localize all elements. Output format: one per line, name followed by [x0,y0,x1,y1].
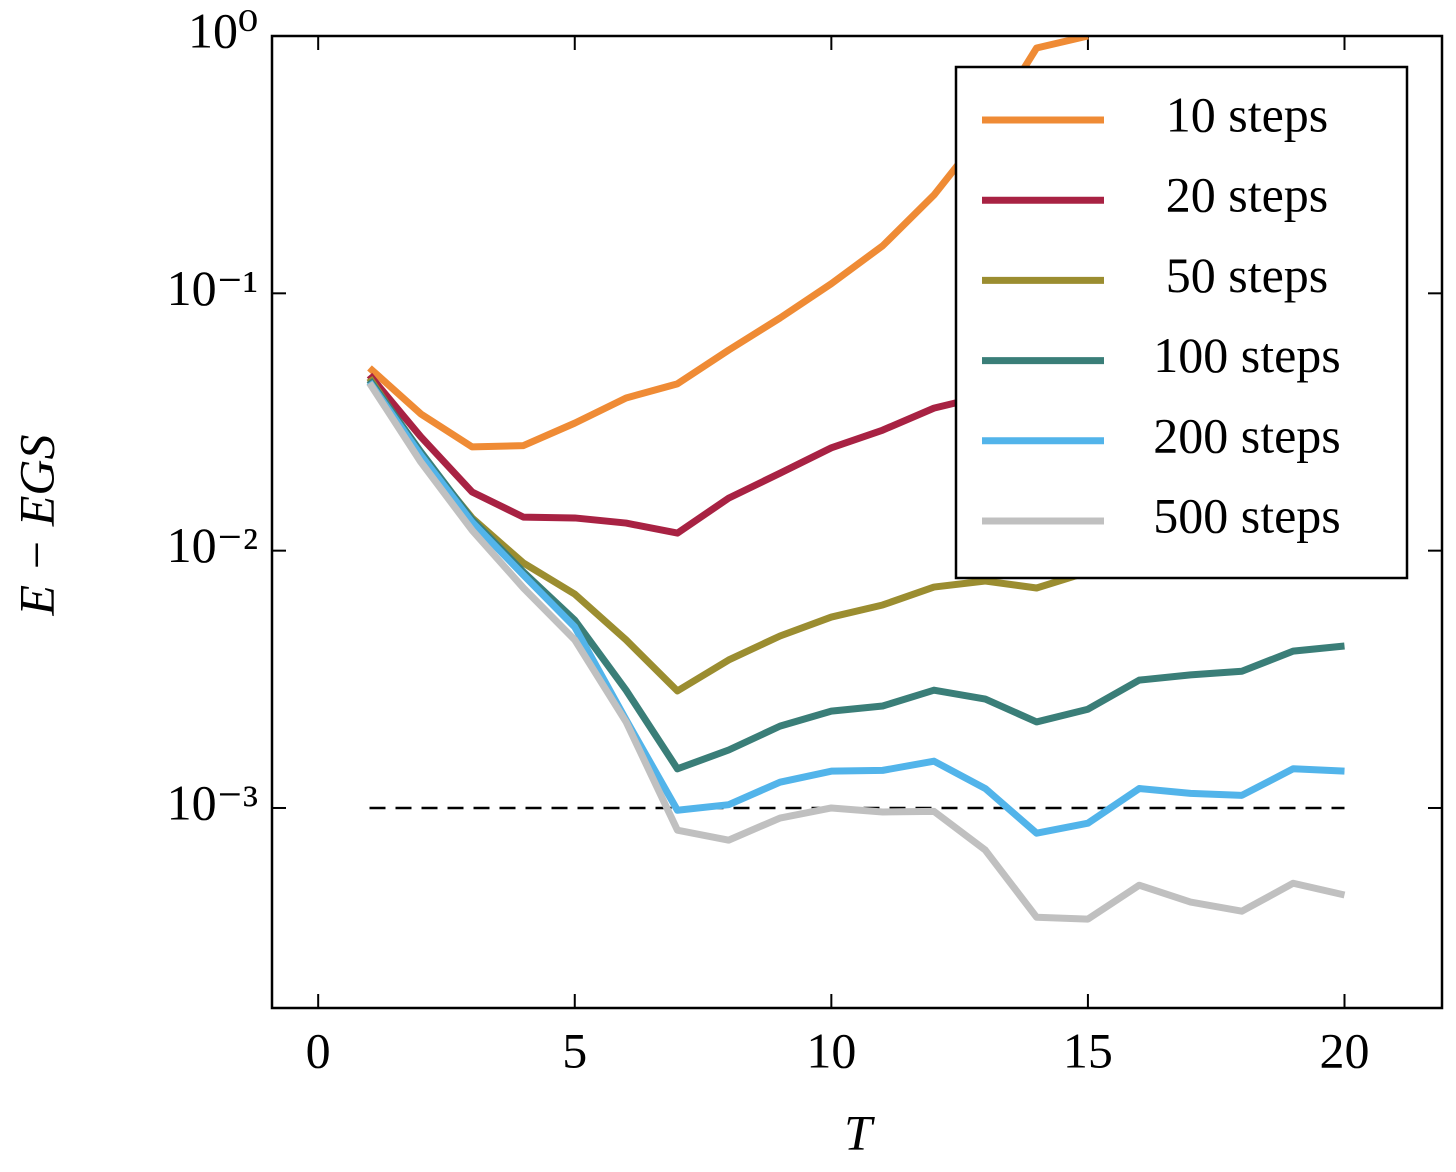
legend-box [954,65,1409,580]
y-tick-label: 10⁻² [167,517,258,573]
x-tick-label: 15 [1063,1022,1113,1078]
y-tick-label: 10⁻¹ [167,260,258,316]
legend-label: 500 steps [1153,487,1341,543]
legend-label: 100 steps [1153,327,1341,383]
x-axis-label: T [844,1104,875,1160]
legend-label: 200 steps [1153,407,1341,463]
x-tick-label: 20 [1320,1022,1370,1078]
legend-label: 50 steps [1166,247,1329,303]
legend: 10 steps 20 steps 50 steps 100 steps 200 ste… [954,65,1409,580]
y-axis-label: E − EGS [8,435,64,617]
y-tick-label: 10⁻³ [167,774,258,830]
plot-frame [270,34,1444,1010]
x-tick-label: 10 [806,1022,856,1078]
data-line [366,381,1346,923]
data-line [366,380,1345,837]
legend-label: 10 steps [1166,86,1329,142]
x-tick-label: 0 [306,1022,331,1078]
x-tick-label: 5 [562,1022,587,1078]
y-tick-label: 10⁰ [188,2,258,58]
legend-label: 20 steps [1166,167,1329,223]
